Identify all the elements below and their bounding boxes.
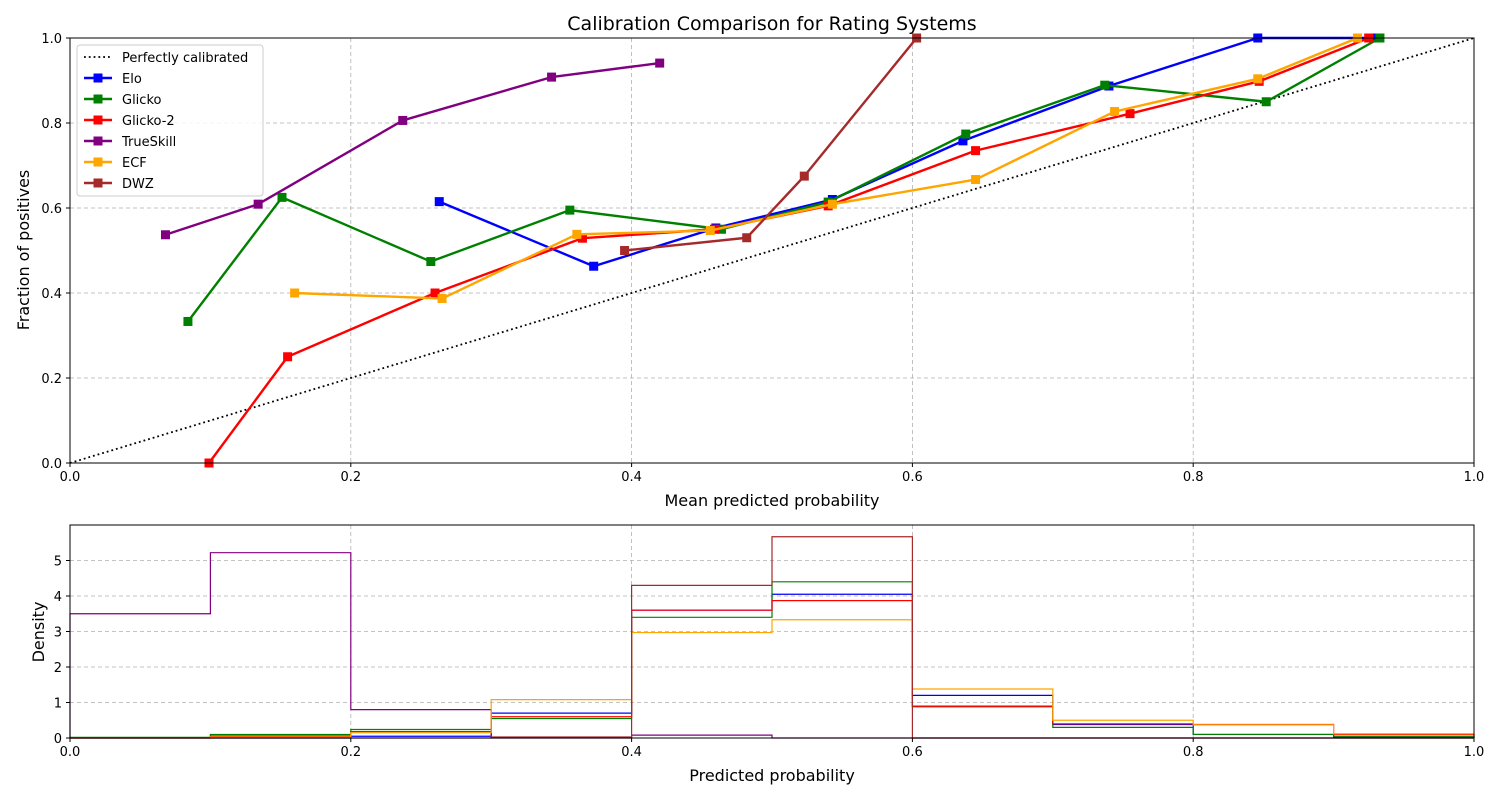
- histogram-step-ecf: [70, 619, 1475, 739]
- data-point-ecf: [971, 175, 981, 185]
- density-histogram: 0.0 0.2 0.4 0.6 0.8 1.0 0 1 2 3 4 5 Predicted prob…: [29, 524, 1485, 785]
- data-point-glicko-2: [577, 233, 587, 243]
- legend-box: [76, 44, 264, 197]
- histogram-x-ticks: 0.0 0.2 0.4 0.6 0.8 1.0: [60, 738, 1485, 760]
- data-point-ecf: [1110, 107, 1120, 117]
- data-point-ecf: [290, 288, 300, 298]
- series-line-glicko-2: [208, 36, 1370, 464]
- calibration-plot-frame: [69, 37, 1475, 464]
- legend-marker-dwz: [93, 178, 103, 188]
- data-point-dwz: [799, 171, 809, 181]
- calibration-x-axis-label: Mean predicted probability: [664, 491, 879, 510]
- histogram-x-tick-label: 0.4: [621, 745, 642, 760]
- data-point-glicko: [1100, 80, 1110, 90]
- calibration-x-tick-label: 0.2: [340, 470, 361, 485]
- histogram-y-ticks: 0 1 2 3 4 5: [54, 555, 70, 747]
- data-point-ecf: [1253, 74, 1263, 84]
- histogram-x-tick-label: 0.6: [902, 745, 923, 760]
- legend-marker-elo: [93, 73, 103, 83]
- histogram-x-tick-label: 0.0: [60, 745, 81, 760]
- series-line-elo: [438, 36, 1376, 268]
- data-point-glicko: [1261, 97, 1271, 107]
- chart-title: Calibration Comparison for Rating System…: [567, 13, 976, 35]
- histogram-y-tick-label: 2: [54, 661, 62, 676]
- data-point-glicko: [426, 257, 436, 267]
- legend-marker-trueskill: [93, 136, 103, 146]
- histogram-y-tick-label: 5: [54, 555, 62, 570]
- legend-label-trueskill: TrueSkill: [121, 135, 176, 150]
- legend-label-perfectly-calibrated: Perfectly calibrated: [122, 51, 248, 66]
- histogram-steps: [69, 536, 1475, 739]
- calibration-x-tick-label: 0.8: [1183, 470, 1204, 485]
- histogram-step-glicko: [69, 581, 1475, 738]
- data-point-ecf: [572, 229, 582, 239]
- legend: Perfectly calibrated Elo Glicko Glicko-2 Tru…: [76, 44, 264, 197]
- calibration-y-tick-label: 1.0: [41, 32, 62, 47]
- series-line-dwz: [624, 37, 918, 252]
- calibration-plot: Calibration Comparison for Rating System…: [14, 13, 1484, 510]
- calibration-y-tick-label: 0.6: [41, 202, 62, 217]
- data-point-trueskill: [655, 58, 665, 68]
- legend-label-glicko: Glicko: [122, 93, 162, 108]
- data-point-dwz: [742, 233, 752, 243]
- data-point-dwz: [620, 246, 630, 255]
- histogram-y-tick-label: 1: [54, 697, 62, 712]
- data-point-elo: [589, 261, 599, 271]
- data-point-glicko: [183, 316, 193, 326]
- calibration-x-ticks: 0.0 0.2 0.4 0.6 0.8 1.0: [60, 463, 1485, 485]
- histogram-x-axis-label: Predicted probability: [689, 766, 855, 785]
- histogram-x-tick-label: 0.8: [1183, 745, 1204, 760]
- histogram-x-tick-label: 1.0: [1464, 745, 1485, 760]
- data-point-elo: [434, 197, 444, 207]
- legend-items: Perfectly calibrated Elo Glicko Glicko-2 Tru…: [84, 51, 248, 192]
- data-point-glicko-2: [430, 288, 440, 298]
- calibration-y-tick-label: 0.8: [41, 117, 62, 132]
- data-point-ecf: [705, 226, 715, 236]
- legend-marker-glicko-2: [93, 115, 103, 125]
- data-point-glicko: [961, 129, 971, 139]
- legend-label-glicko-2: Glicko-2: [122, 114, 175, 129]
- data-point-glicko: [565, 205, 575, 215]
- histogram-y-tick-label: 3: [54, 626, 62, 641]
- histogram-y-tick-label: 4: [54, 590, 62, 605]
- calibration-lines: [69, 33, 1475, 468]
- data-point-ecf: [437, 294, 447, 304]
- legend-marker-ecf: [93, 157, 103, 167]
- legend-label-dwz: DWZ: [122, 177, 154, 192]
- data-point-glicko-2: [283, 352, 293, 362]
- data-point-ecf: [827, 199, 837, 209]
- histogram-x-tick-label: 0.2: [340, 745, 361, 760]
- calibration-x-tick-label: 0.6: [902, 470, 923, 485]
- data-point-glicko-2: [971, 146, 981, 156]
- data-point-glicko-2: [1125, 109, 1135, 119]
- data-point-trueskill: [160, 230, 170, 240]
- data-point-trueskill: [547, 72, 557, 82]
- data-point-trueskill: [253, 199, 263, 209]
- series-line-ecf: [294, 36, 1358, 300]
- calibration-y-tick-label: 0.2: [41, 372, 62, 387]
- calibration-y-axis-label: Fraction of positives: [14, 170, 33, 331]
- histogram-step-dwz: [70, 536, 1474, 739]
- data-point-elo: [958, 136, 968, 146]
- legend-label-ecf: ECF: [122, 156, 147, 171]
- calibration-x-tick-label: 0.4: [621, 470, 642, 485]
- calibration-x-tick-label: 1.0: [1464, 470, 1485, 485]
- histogram-y-tick-label: 0: [54, 732, 62, 747]
- calibration-y-tick-label: 0.0: [41, 457, 62, 472]
- legend-label-elo: Elo: [122, 72, 142, 87]
- legend-marker-glicko: [93, 94, 103, 104]
- calibration-y-tick-label: 0.4: [41, 287, 62, 302]
- data-point-glicko: [277, 192, 287, 202]
- series-line-glicko: [186, 36, 1381, 323]
- calibration-x-tick-label: 0.0: [60, 470, 81, 485]
- data-point-trueskill: [398, 115, 408, 125]
- histogram-y-axis-label: Density: [29, 602, 48, 663]
- calibration-y-ticks: 0.0 0.2 0.4 0.6 0.8 1.0: [41, 32, 70, 472]
